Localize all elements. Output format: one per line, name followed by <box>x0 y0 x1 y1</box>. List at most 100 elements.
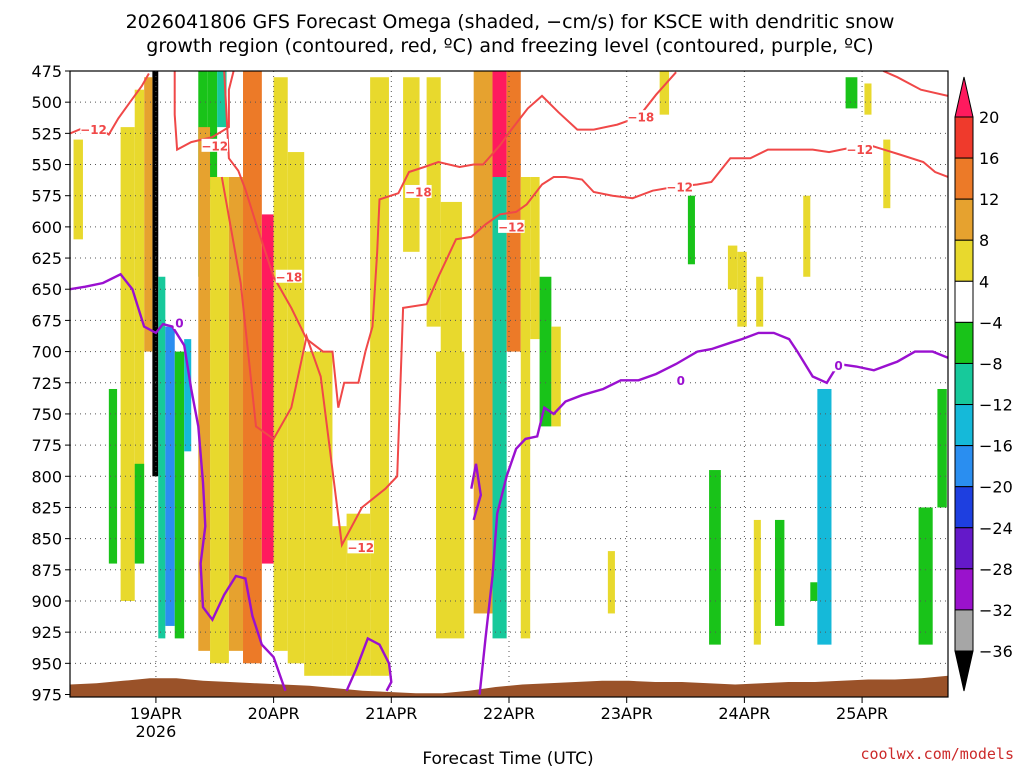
omega-cell <box>261 214 274 564</box>
omega-cell <box>756 276 764 327</box>
dgz-contour-label: −18 <box>627 111 654 125</box>
omega-cell <box>207 71 218 190</box>
credit-link[interactable]: coolwx.com/models <box>860 745 1014 763</box>
x-tick-year-label: 2026 <box>136 722 177 741</box>
dgz-contour-label-bg <box>275 269 303 283</box>
omega-cell <box>304 351 333 676</box>
omega-cell <box>217 71 227 128</box>
y-tick-label: 775 <box>31 436 62 455</box>
chart-title-line-1: 2026041806 GFS Forecast Omega (shaded, −… <box>126 11 895 33</box>
omega-cell <box>845 77 858 109</box>
y-tick-label: 675 <box>31 311 62 330</box>
colorbar-swatch <box>954 321 974 364</box>
chart-title-line-2: growth region (contoured, red, ºC) and f… <box>146 35 873 57</box>
y-tick-label: 825 <box>31 498 62 517</box>
omega-cell <box>737 251 747 327</box>
colorbar-label: −36 <box>979 642 1013 661</box>
y-tick-label: 700 <box>31 343 62 362</box>
y-tick-label: 800 <box>31 467 62 486</box>
freezing-level-contour-line <box>345 636 393 692</box>
colorbar-label: 16 <box>979 149 999 168</box>
dgz-contour-line <box>223 71 677 408</box>
dgz-contour-label: −12 <box>347 541 374 555</box>
omega-cell <box>687 195 695 265</box>
omega-colorbar: 20 16 12 8 4 −4 −8 −12 −16 −20 −24 −28 −32 −36 <box>954 76 1013 692</box>
omega-cell <box>492 176 507 639</box>
y-tick-label: 475 <box>31 62 62 81</box>
colorbar-swatch <box>954 445 974 488</box>
omega-cell <box>753 519 761 645</box>
freezing-level-label-bg <box>173 315 186 329</box>
x-tick-label: 19APR <box>130 704 182 723</box>
y-tick-label: 725 <box>31 374 62 393</box>
omega-cell <box>659 71 670 115</box>
colorbar-swatch <box>954 486 974 529</box>
omega-cell <box>144 77 153 352</box>
y-tick-label: 650 <box>31 280 62 299</box>
omega-cell <box>817 388 832 645</box>
colorbar-label: −20 <box>979 478 1013 497</box>
freezing-level-label: 0 <box>834 359 842 373</box>
freezing-level-label-bg <box>675 373 687 387</box>
y-tick-label: 975 <box>31 686 62 705</box>
colorbar-swatch <box>954 362 974 406</box>
omega-cell <box>918 507 933 645</box>
colorbar-swatch <box>954 239 974 282</box>
colorbar-swatch <box>954 157 974 200</box>
omega-cell <box>370 77 389 676</box>
dgz-contour-label: −12 <box>498 220 525 234</box>
y-tick-label: 750 <box>31 405 62 424</box>
colorbar-swatch <box>954 198 974 241</box>
plot-area: −12 −12 −18 −12 −18 −12 −18 −12 −12 0 0 0 <box>69 70 949 698</box>
omega-cell <box>184 339 192 452</box>
colorbar-label: −24 <box>979 519 1013 538</box>
omega-cell <box>134 89 145 502</box>
omega-cell <box>551 326 561 427</box>
x-tick-label: 24APR <box>718 704 770 723</box>
omega-cell <box>607 551 615 614</box>
omega-cell <box>520 176 531 639</box>
colorbar-label: 4 <box>979 272 989 291</box>
dgz-contour-label-bg <box>846 142 873 156</box>
omega-cell <box>332 526 347 676</box>
y-tick-label: 525 <box>31 124 62 143</box>
dgz-contour-label-bg <box>405 184 432 198</box>
freezing-level-contour-line <box>70 272 287 692</box>
omega-cell <box>864 83 872 115</box>
freezing-level-contour-line <box>478 331 948 695</box>
dgz-contour-line <box>882 71 948 97</box>
freezing-level-contour-line <box>470 463 483 521</box>
colorbar-swatch <box>954 404 974 447</box>
dgz-contour-line <box>220 144 948 549</box>
y-tick-label: 550 <box>31 156 62 175</box>
colorbar-label: 12 <box>979 190 999 209</box>
colorbar-label: −8 <box>979 354 1003 373</box>
dgz-contour-label: −12 <box>846 143 873 157</box>
omega-cell <box>210 176 229 664</box>
omega-cell <box>152 71 159 477</box>
omega-cell <box>774 519 785 626</box>
y-tick-label: 900 <box>31 592 62 611</box>
omega-cell <box>883 139 891 209</box>
omega-cell <box>440 201 462 352</box>
omega-cell <box>727 245 738 290</box>
omega-cell <box>174 351 185 639</box>
dgz-contour-label: −12 <box>201 139 228 153</box>
omega-cell <box>346 513 371 676</box>
colorbar-top-arrow <box>954 76 974 118</box>
dgz-contour-label: −18 <box>405 185 432 199</box>
y-tick-label: 500 <box>31 93 62 112</box>
colorbar-label: −28 <box>979 560 1013 579</box>
colorbar-swatch <box>954 609 974 652</box>
pressure-axis: 475 500 525 550 575 600 625 650 675 700 725 750 775 8… <box>31 62 70 705</box>
y-tick-label: 850 <box>31 530 62 549</box>
freezing-level-label: 0 <box>677 374 685 388</box>
omega-cell <box>273 77 288 651</box>
omega-cell <box>243 71 262 664</box>
terrain-surface <box>70 675 948 697</box>
omega-cell <box>198 127 211 651</box>
colorbar-label: −32 <box>979 601 1013 620</box>
y-tick-label: 925 <box>31 623 62 642</box>
